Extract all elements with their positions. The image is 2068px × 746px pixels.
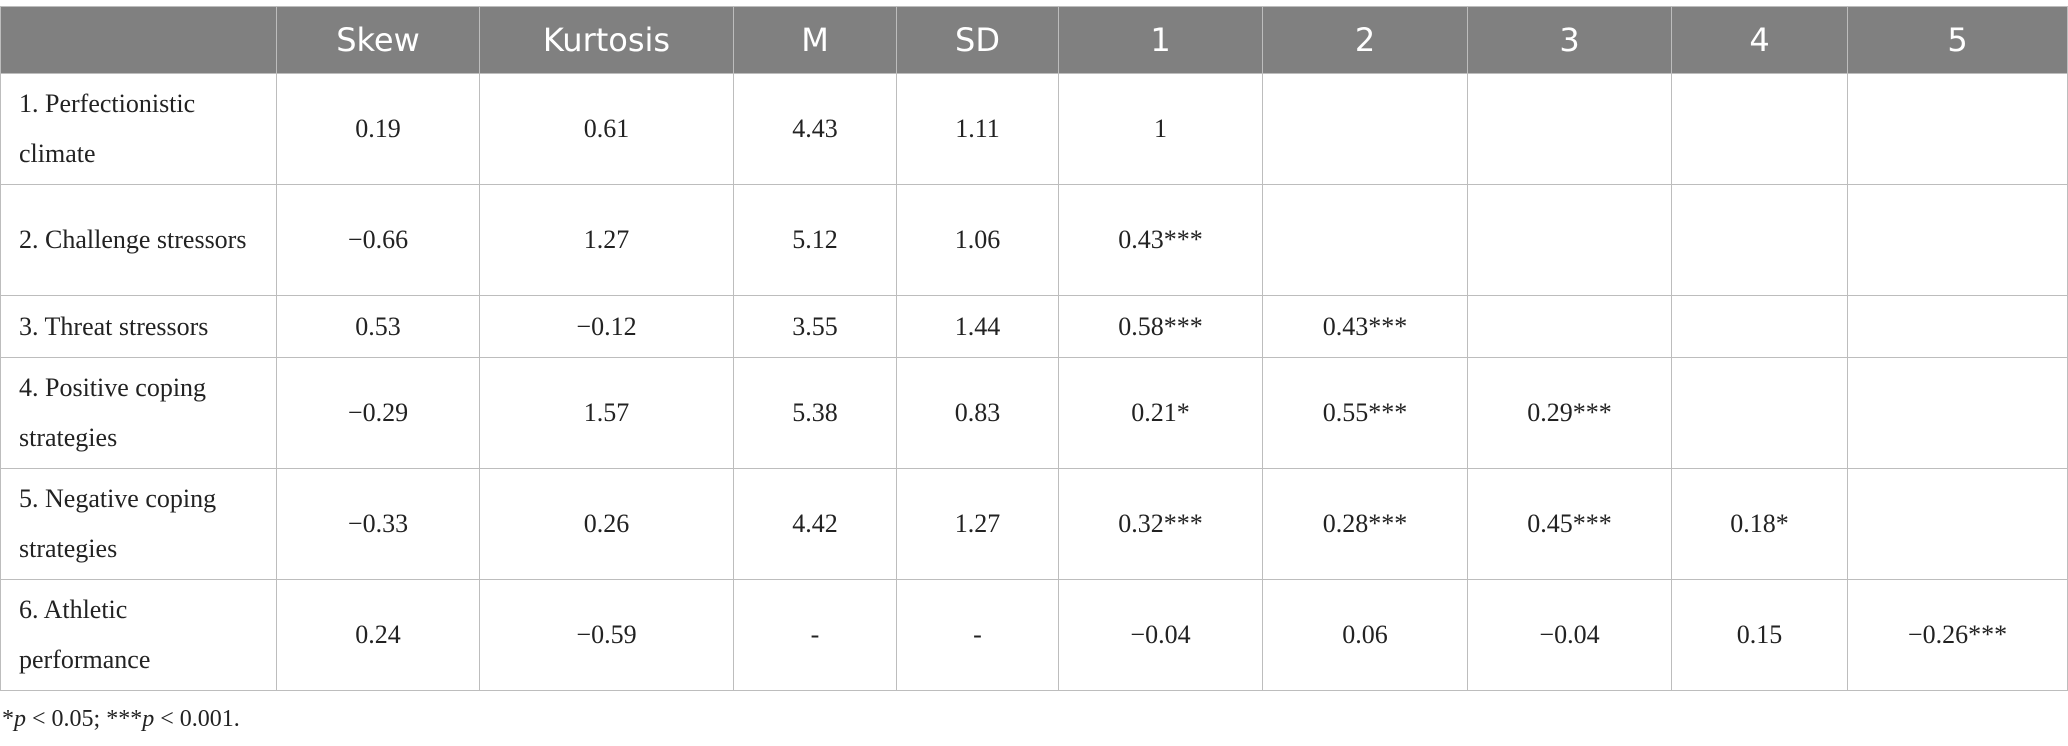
table-cell <box>1847 468 2068 580</box>
table-cell <box>1847 357 2068 469</box>
table-cell: 0.18* <box>1671 468 1848 580</box>
table-cell: 0.24 <box>276 579 480 691</box>
table-cell <box>1671 357 1848 469</box>
table-cell: 1.27 <box>479 184 734 296</box>
table-cell: 1.06 <box>896 184 1059 296</box>
table-cell: 0.19 <box>276 73 480 185</box>
table-cell: −0.59 <box>479 579 734 691</box>
table-cell <box>1671 73 1848 185</box>
table-cell: −0.04 <box>1467 579 1672 691</box>
footnote-text: p <box>142 706 155 732</box>
table-cell <box>1262 184 1468 296</box>
table-cell: 0.26 <box>479 468 734 580</box>
header-cell: 1 <box>1058 6 1263 74</box>
table-row: 3. Threat stressors 0.53 −0.12 3.55 1.44 0.58… <box>0 295 2068 358</box>
row-label: 1. Perfectionistic climate <box>0 73 277 185</box>
row-label: 5. Negative coping strategies <box>0 468 277 580</box>
header-cell: Skew <box>276 6 480 74</box>
table-cell: −0.26*** <box>1847 579 2068 691</box>
footnote: *p < 0.05; ***p < 0.001. <box>2 706 240 733</box>
table-cell: 1.44 <box>896 295 1059 358</box>
table-cell: 0.83 <box>896 357 1059 469</box>
header-cell: M <box>733 6 897 74</box>
row-label: 4. Positive coping strategies <box>0 357 277 469</box>
header-cell: 4 <box>1671 6 1848 74</box>
table-cell <box>1847 184 2068 296</box>
table-cell: 0.61 <box>479 73 734 185</box>
correlation-table: Skew Kurtosis M SD 1 2 3 4 5 1. Perfectionistic … <box>0 6 2068 691</box>
table-cell: 0.43*** <box>1262 295 1468 358</box>
table-cell <box>1467 295 1672 358</box>
row-label: 2. Challenge stressors <box>0 184 277 296</box>
table-cell: 0.45*** <box>1467 468 1672 580</box>
table-cell <box>1671 184 1848 296</box>
table-cell: −0.33 <box>276 468 480 580</box>
table-cell: 0.15 <box>1671 579 1848 691</box>
table-cell: 0.32*** <box>1058 468 1263 580</box>
table-cell: −0.29 <box>276 357 480 469</box>
table-cell <box>1671 295 1848 358</box>
footnote-text: * <box>2 706 14 732</box>
table-cell <box>1847 73 2068 185</box>
table-cell: 0.06 <box>1262 579 1468 691</box>
table-cell <box>1467 184 1672 296</box>
row-label: 6. Athletic performance <box>0 579 277 691</box>
row-label: 3. Threat stressors <box>0 295 277 358</box>
header-cell: 5 <box>1847 6 2068 74</box>
header-cell: Kurtosis <box>479 6 734 74</box>
table-cell: - <box>733 579 897 691</box>
table-cell: 1.11 <box>896 73 1059 185</box>
table-cell: 0.28*** <box>1262 468 1468 580</box>
header-cell <box>0 6 277 74</box>
table-row: 6. Athletic performance 0.24 −0.59- - −0.04 0… <box>0 579 2068 691</box>
table-cell: −0.66 <box>276 184 480 296</box>
table-cell: 4.42 <box>733 468 897 580</box>
table-cell: 1.27 <box>896 468 1059 580</box>
table-cell: - <box>896 579 1059 691</box>
table-cell: 0.53 <box>276 295 480 358</box>
table-cell: 1 <box>1058 73 1263 185</box>
table-cell: 0.43*** <box>1058 184 1263 296</box>
header-row: Skew Kurtosis M SD 1 2 3 4 5 <box>0 6 2068 74</box>
table-row: 4. Positive coping strategies −0.29 1.57 5.… <box>0 357 2068 469</box>
table-cell: 0.58*** <box>1058 295 1263 358</box>
table-cell <box>1262 73 1468 185</box>
table-cell: 4.43 <box>733 73 897 185</box>
table-body: 1. Perfectionistic climate 0.19 0.61 4.43 1.… <box>0 73 2068 691</box>
table-row: 5. Negative coping strategies −0.33 0.26 4.… <box>0 468 2068 580</box>
footnote-text: p <box>14 706 26 732</box>
table-cell: 5.38 <box>733 357 897 469</box>
table-row: 1. Perfectionistic climate 0.19 0.61 4.43 1.… <box>0 73 2068 185</box>
table-cell <box>1467 73 1672 185</box>
table-cell: 0.55*** <box>1262 357 1468 469</box>
footnote-text: < 0.001. <box>154 706 240 732</box>
table-cell: 1.57 <box>479 357 734 469</box>
header-cell: SD <box>896 6 1059 74</box>
header-cell: 3 <box>1467 6 1672 74</box>
table-cell: 3.55 <box>733 295 897 358</box>
table-cell: 5.12 <box>733 184 897 296</box>
table-cell: 0.29*** <box>1467 357 1672 469</box>
table-cell: 0.21* <box>1058 357 1263 469</box>
table-cell <box>1847 295 2068 358</box>
table-cell: −0.04 <box>1058 579 1263 691</box>
header-cell: 2 <box>1262 6 1468 74</box>
footnote-text: < 0.05; *** <box>26 706 143 732</box>
table-row: 2. Challenge stressors −0.66 1.27 5.12 1.06 0… <box>0 184 2068 296</box>
table-cell: −0.12 <box>479 295 734 358</box>
